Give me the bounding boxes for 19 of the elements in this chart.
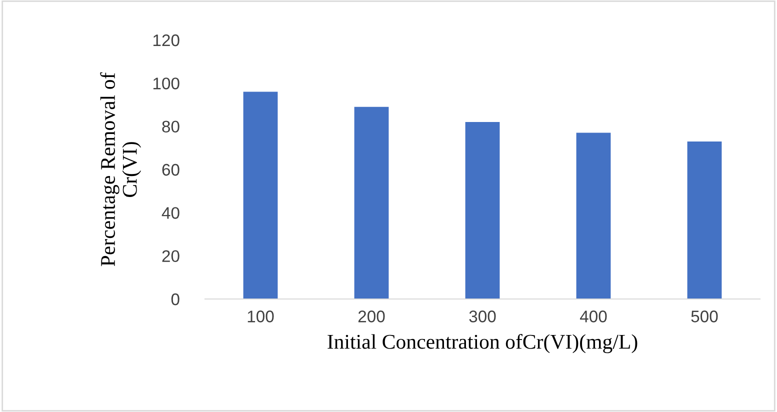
bar [576, 132, 611, 299]
y-tick-label: 120 [153, 34, 180, 46]
y-tick-label: 60 [162, 164, 180, 176]
bar [243, 92, 278, 299]
y-tick-label: 40 [162, 207, 180, 219]
x-tick-label: 100 [248, 310, 274, 322]
bar [354, 106, 389, 299]
x-tick-label: 300 [469, 310, 496, 322]
x-axis-title: Initial Concentration ofCr(VI)(mg/L) [328, 334, 638, 354]
y-tick-label: 80 [162, 120, 180, 133]
bar [687, 141, 722, 299]
y-tick-label: 100 [153, 78, 180, 90]
x-tick-label: 500 [691, 310, 718, 322]
x-tick-label: 400 [580, 310, 607, 322]
x-tick-label: 200 [358, 310, 385, 322]
y-tick-label: 0 [171, 293, 180, 306]
bar [465, 122, 500, 299]
y-axis-title: Percentage Removal of Cr(VI) [100, 72, 142, 266]
y-tick-label: 20 [162, 250, 180, 262]
